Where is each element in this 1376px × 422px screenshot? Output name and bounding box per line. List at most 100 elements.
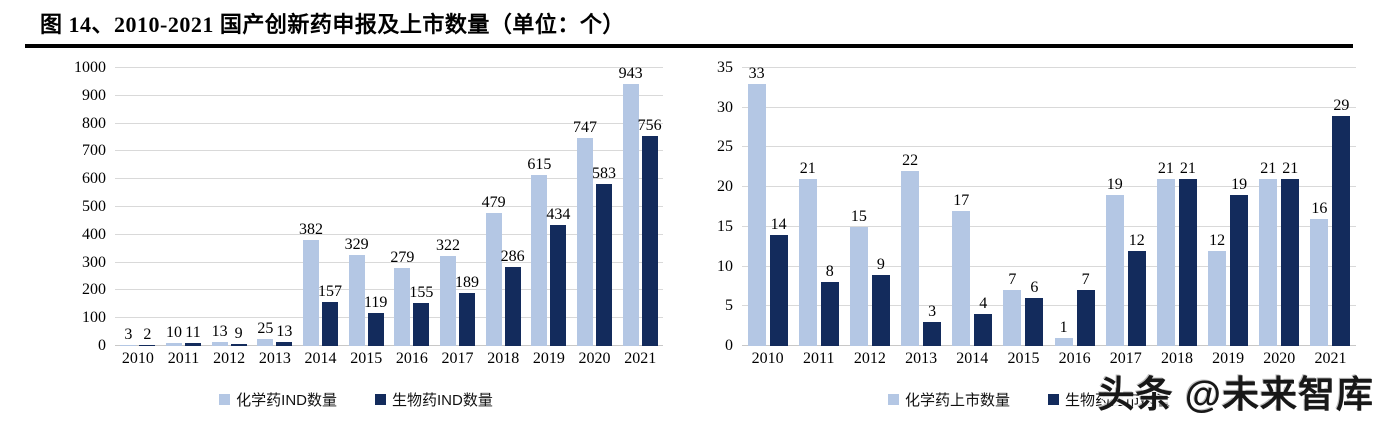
chemical-bar: 329 xyxy=(345,236,369,346)
legend: 化学药上市数量 生物药上市数量 xyxy=(698,389,1360,410)
bar-value-label: 21 xyxy=(799,160,816,178)
bar-value-label: 15 xyxy=(850,207,867,225)
y-tick-label: 35 xyxy=(717,59,733,76)
chemical-bar: 22 xyxy=(901,152,920,346)
gridline xyxy=(742,225,1356,227)
x-tick-label: 2015 xyxy=(350,350,383,367)
chemical-bar: 322 xyxy=(436,237,460,346)
bar-value-label: 4 xyxy=(979,295,988,313)
bar-value-label: 9 xyxy=(234,324,243,342)
bar-value-label: 747 xyxy=(572,119,597,137)
bar-value-label: 21 xyxy=(1282,160,1299,178)
bar-value-label: 2 xyxy=(143,326,152,344)
legend: 化学药IND数量 生物药IND数量 xyxy=(45,389,667,410)
x-tick-label: 2013 xyxy=(258,350,291,367)
chemical-bar: 25 xyxy=(257,320,274,346)
bio-bar: 9 xyxy=(871,256,890,346)
bio-bar: 157 xyxy=(318,283,342,346)
bio-bar: 434 xyxy=(546,206,570,346)
bar-group: 479 286 xyxy=(480,68,526,346)
bar-group: 16 29 xyxy=(1305,68,1356,346)
gridline xyxy=(742,67,1356,68)
bar-value-label: 21 xyxy=(1260,160,1277,178)
y-tick-label: 5 xyxy=(725,297,733,315)
watermark: 头条 @未来智库 xyxy=(1097,374,1374,415)
y-tick-label: 30 xyxy=(717,98,733,116)
bio-bar: 29 xyxy=(1332,97,1351,346)
x-tick-label: 2019 xyxy=(1212,350,1245,367)
bar-group: 21 8 xyxy=(793,68,844,346)
y-tick-label: 0 xyxy=(725,337,733,354)
gridline xyxy=(742,186,1356,188)
bar-group: 19 12 xyxy=(1100,68,1151,346)
x-axis: 2010 2011 2012 2013 2014 2015 2016 2017 2018 2019… xyxy=(742,350,1356,368)
x-tick-label: 2011 xyxy=(803,350,835,367)
x-tick-label: 2016 xyxy=(1058,350,1091,367)
x-tick-label: 2017 xyxy=(1109,350,1142,367)
x-tick-label: 2018 xyxy=(487,350,520,367)
y-tick-label: 300 xyxy=(82,253,106,271)
bar-value-label: 1 xyxy=(1059,319,1068,337)
bar-group: 329 119 xyxy=(343,68,389,346)
gridline xyxy=(115,317,663,319)
bar-value-label: 19 xyxy=(1106,176,1123,194)
bio-bar: 155 xyxy=(409,284,433,346)
bar-group: 279 155 xyxy=(389,68,435,346)
bio-bar: 4 xyxy=(974,295,993,346)
gridline xyxy=(115,233,663,235)
bar-group: 322 189 xyxy=(435,68,481,346)
legend-label: 生物药上市数量 xyxy=(1065,392,1171,409)
bar-value-label: 286 xyxy=(500,247,525,265)
y-tick-label: 200 xyxy=(82,281,106,299)
bio-bar: 21 xyxy=(1178,160,1197,346)
bio-bar: 6 xyxy=(1025,279,1044,346)
legend-swatch xyxy=(887,394,899,405)
bio-bar: 13 xyxy=(276,323,293,346)
y-tick-label: 1000 xyxy=(74,59,106,76)
bio-bar: 9 xyxy=(230,325,247,346)
bar-value-label: 7 xyxy=(1081,271,1090,289)
y-tick-label: 15 xyxy=(717,217,733,235)
bar-value-label: 756 xyxy=(637,116,662,134)
bar-group: 943 756 xyxy=(617,65,663,346)
bar-group: 10 11 xyxy=(161,68,207,346)
bar-value-label: 25 xyxy=(257,320,274,338)
x-tick-label: 2012 xyxy=(853,350,886,367)
x-tick-label: 2012 xyxy=(213,350,246,367)
bar-group: 382 157 xyxy=(298,68,344,346)
chemical-bar: 10 xyxy=(165,324,182,346)
bio-bar: 2 xyxy=(139,326,156,346)
bio-bar: 583 xyxy=(592,165,616,346)
gridline xyxy=(115,261,663,263)
bar-group: 22 3 xyxy=(896,68,947,346)
bar-value-label: 189 xyxy=(454,274,479,292)
bio-bar: 756 xyxy=(638,117,662,346)
chemical-bar: 747 xyxy=(573,119,597,346)
gridline xyxy=(115,94,663,96)
y-tick-label: 20 xyxy=(717,178,733,196)
ind-applications-chart: 0 100 200 300 400 500 600 700 800 900 1000 3 2 10 11 13… xyxy=(45,58,667,416)
bar-group: 15 9 xyxy=(844,68,895,346)
legend-item: 化学药IND数量 xyxy=(219,389,337,410)
y-tick-label: 700 xyxy=(82,142,106,160)
bar-value-label: 119 xyxy=(363,293,388,311)
chemical-bar: 7 xyxy=(1003,271,1022,346)
chemical-bar: 19 xyxy=(1105,176,1124,346)
gridline xyxy=(742,106,1356,108)
bar-value-label: 329 xyxy=(344,235,369,253)
bar-value-label: 9 xyxy=(876,255,885,273)
bio-bar: 21 xyxy=(1281,160,1300,346)
bar-group: 33 14 xyxy=(742,64,793,346)
bar-value-label: 13 xyxy=(276,323,293,341)
x-tick-label: 2014 xyxy=(304,350,337,367)
bio-bar: 11 xyxy=(184,324,201,346)
x-tick-label: 2021 xyxy=(624,350,657,367)
chemical-bar: 279 xyxy=(390,249,414,346)
bar-value-label: 33 xyxy=(748,64,765,82)
legend-item: 生物药IND数量 xyxy=(375,389,493,410)
bio-bar: 3 xyxy=(923,303,942,346)
gridline xyxy=(115,289,663,291)
y-tick-label: 500 xyxy=(82,198,106,215)
